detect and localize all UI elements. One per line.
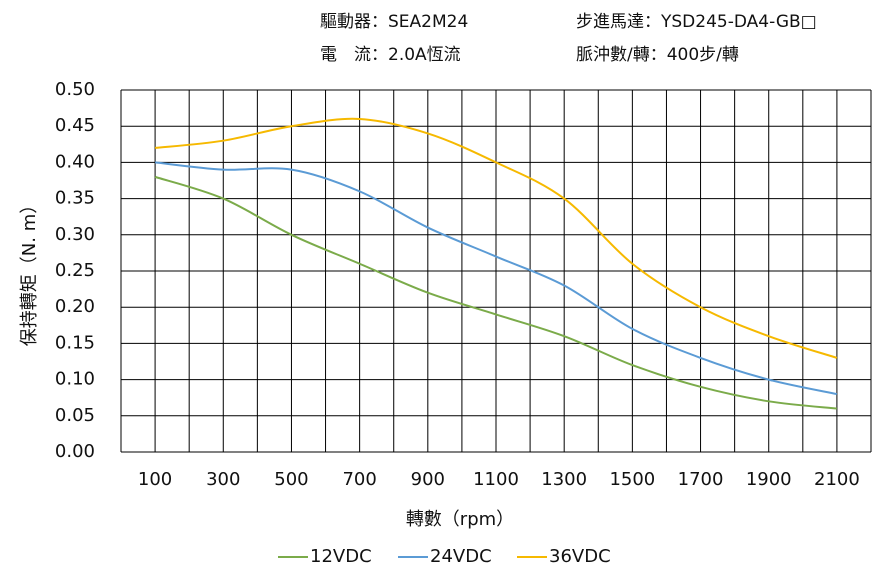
header-text: 步進馬達：YSD245-DA4-GB□ xyxy=(576,12,817,32)
header-text: 電 流：2.0A恆流 xyxy=(320,45,461,65)
x-tick-label: 700 xyxy=(342,469,376,490)
y-tick-label: 0.30 xyxy=(55,224,95,245)
y-tick-label: 0.20 xyxy=(55,296,95,317)
x-tick-label: 300 xyxy=(206,469,240,490)
series-line xyxy=(154,175,838,410)
y-tick-label: 0.50 xyxy=(55,79,95,100)
y-tick-label: 0.00 xyxy=(55,441,95,462)
y-axis-title: 保持轉矩（N. m） xyxy=(19,196,40,346)
series-line xyxy=(154,161,838,396)
x-tick-label: 1500 xyxy=(609,469,655,490)
y-tick-label: 0.45 xyxy=(55,115,95,136)
header-text: 脈沖數/轉：400步/轉 xyxy=(576,45,739,65)
legend-label: 12VDC xyxy=(310,546,372,567)
header-text: 驅動器：SEA2M24 xyxy=(320,12,468,32)
y-tick-label: 0.40 xyxy=(55,151,95,172)
x-tick-label: 900 xyxy=(411,469,445,490)
series-line xyxy=(154,117,838,359)
x-tick-label: 2100 xyxy=(814,469,860,490)
x-tick-label: 500 xyxy=(274,469,308,490)
legend-label: 36VDC xyxy=(549,546,611,567)
y-tick-label: 0.10 xyxy=(55,369,95,390)
legend-label: 24VDC xyxy=(430,546,492,567)
x-tick-label: 1700 xyxy=(678,469,724,490)
y-tick-label: 0.35 xyxy=(55,188,95,209)
x-axis-title: 轉數（rpm） xyxy=(406,509,514,530)
x-tick-label: 100 xyxy=(138,469,172,490)
x-tick-label: 1300 xyxy=(541,469,587,490)
y-tick-label: 0.05 xyxy=(55,405,95,426)
y-tick-label: 0.25 xyxy=(55,260,95,281)
y-tick-label: 0.15 xyxy=(55,332,95,353)
x-tick-label: 1100 xyxy=(473,469,519,490)
x-tick-label: 1900 xyxy=(746,469,792,490)
